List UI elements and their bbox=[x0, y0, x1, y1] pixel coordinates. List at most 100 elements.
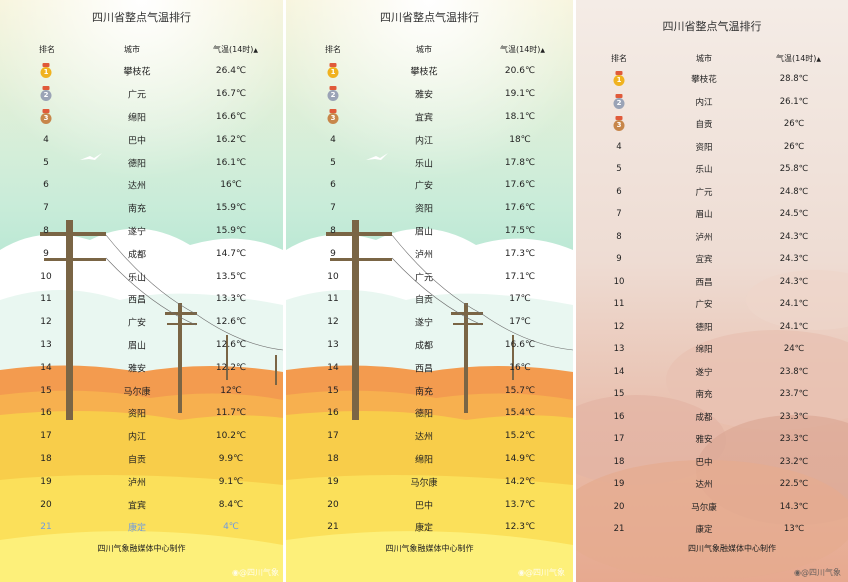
table-row: 7 南充 15.9℃ bbox=[0, 197, 283, 220]
city-cell: 资阳 bbox=[127, 409, 147, 420]
table-row: 17 达州 15.2℃ bbox=[286, 425, 573, 448]
rank-cell: 18 bbox=[40, 453, 52, 464]
city-cell: 达州 bbox=[127, 181, 147, 192]
city-cell: 乐山 bbox=[414, 159, 434, 170]
temp-cell: 4℃ bbox=[223, 522, 239, 533]
rank-cell: 15 bbox=[327, 385, 339, 396]
temp-cell: 15.2℃ bbox=[504, 431, 536, 442]
rank-cell: 12 bbox=[327, 317, 339, 328]
table-row: 5 乐山 25.8℃ bbox=[576, 158, 848, 181]
temp-column-header[interactable]: 气温(14时)▲ bbox=[213, 44, 258, 55]
table-row: 3 自贡 26℃ bbox=[576, 113, 848, 136]
city-cell: 广安 bbox=[127, 318, 147, 329]
table-row: 14 西昌 16℃ bbox=[286, 356, 573, 379]
page-title: 四川省整点气温排行 bbox=[662, 20, 762, 33]
table-row: 15 南充 15.7℃ bbox=[286, 379, 573, 402]
table-header: 排名 城市 气温(14时)▲ bbox=[0, 44, 283, 56]
temp-cell: 15.7℃ bbox=[504, 385, 536, 396]
rank-cell: 10 bbox=[327, 271, 339, 282]
temp-cell: 23.2℃ bbox=[779, 456, 809, 467]
table-row: 16 德阳 15.4℃ bbox=[286, 402, 573, 425]
table-row: 3 宜宾 18.1℃ bbox=[286, 106, 573, 129]
city-cell: 西昌 bbox=[414, 364, 434, 375]
gold-medal-icon: 1 bbox=[327, 63, 340, 79]
table-row: 2 广元 16.7℃ bbox=[0, 83, 283, 106]
city-cell: 雅安 bbox=[695, 435, 713, 446]
temp-cell: 24.3℃ bbox=[779, 276, 809, 287]
table-row: 16 成都 23.3℃ bbox=[576, 406, 848, 429]
table-row: 9 泸州 17.3℃ bbox=[286, 242, 573, 265]
table-row: 11 自贡 17℃ bbox=[286, 288, 573, 311]
city-cell: 成都 bbox=[127, 250, 147, 261]
table-header: 排名 城市 气温(14时)▲ bbox=[576, 53, 848, 65]
temp-cell: 8.4℃ bbox=[218, 499, 244, 510]
temp-cell: 17.5℃ bbox=[504, 225, 536, 236]
table-row: 12 广安 12.6℃ bbox=[0, 311, 283, 334]
watermark: ◉@四川气象 bbox=[518, 568, 565, 577]
city-cell: 绵阳 bbox=[695, 345, 713, 356]
temp-cell: 9.1℃ bbox=[218, 476, 244, 487]
table-row: 16 资阳 11.7℃ bbox=[0, 402, 283, 425]
rank-cell: 6 bbox=[330, 180, 336, 191]
city-cell: 宜宾 bbox=[695, 255, 713, 266]
weibo-icon: ◉ bbox=[232, 568, 239, 577]
rank-cell: 15 bbox=[613, 389, 625, 400]
credit-line: 四川气象融媒体中心制作 bbox=[385, 544, 474, 553]
table-row: 18 自贡 9.9℃ bbox=[0, 448, 283, 471]
rank-cell: 12 bbox=[613, 321, 625, 332]
table-row: 8 泸州 24.3℃ bbox=[576, 226, 848, 249]
temp-cell: 10.2℃ bbox=[215, 431, 247, 442]
city-cell: 巴中 bbox=[414, 501, 434, 512]
city-column-header: 城市 bbox=[416, 45, 432, 54]
table-row: 8 眉山 17.5℃ bbox=[286, 220, 573, 243]
table-row: 19 泸州 9.1℃ bbox=[0, 470, 283, 493]
bronze-medal-icon: 3 bbox=[613, 116, 626, 132]
city-cell: 遂宁 bbox=[695, 367, 713, 378]
city-cell: 康定 bbox=[414, 523, 434, 534]
table-row: 7 资阳 17.6℃ bbox=[286, 197, 573, 220]
temp-cell: 23.7℃ bbox=[779, 389, 809, 400]
city-cell: 泸州 bbox=[695, 232, 713, 243]
city-cell: 巴中 bbox=[695, 457, 713, 468]
rank-cell: 8 bbox=[616, 231, 622, 242]
temp-cell: 24℃ bbox=[783, 344, 805, 355]
temp-column-header[interactable]: 气温(14时)▲ bbox=[776, 53, 821, 64]
rank-cell: 7 bbox=[330, 203, 336, 214]
rank-cell: 6 bbox=[43, 180, 49, 191]
ranking-list: 1 攀枝花 28.8℃ 2 内江 26.1℃ 3 自贡 26℃ 4 资阳 26℃ 5 乐山 25.8℃ 6 广元… bbox=[576, 68, 848, 541]
temp-cell: 19.1℃ bbox=[504, 89, 536, 100]
rank-cell: 20 bbox=[40, 499, 52, 510]
table-row: 11 西昌 13.3℃ bbox=[0, 288, 283, 311]
table-row: 8 遂宁 15.9℃ bbox=[0, 220, 283, 243]
city-cell: 达州 bbox=[414, 432, 434, 443]
city-cell: 泸州 bbox=[127, 478, 147, 489]
rank-cell: 11 bbox=[327, 294, 339, 305]
city-cell: 自贡 bbox=[695, 120, 713, 131]
temp-cell: 24.1℃ bbox=[779, 299, 809, 310]
temp-cell: 16.6℃ bbox=[504, 339, 536, 350]
temp-column-header[interactable]: 气温(14时)▲ bbox=[500, 44, 545, 55]
rank-cell: 19 bbox=[40, 476, 52, 487]
table-row: 14 雅安 12.2℃ bbox=[0, 356, 283, 379]
city-cell: 自贡 bbox=[414, 295, 434, 306]
credit-line: 四川气象融媒体中心制作 bbox=[688, 544, 776, 553]
table-row: 3 绵阳 16.6℃ bbox=[0, 106, 283, 129]
rank-cell: 5 bbox=[616, 164, 622, 175]
temp-cell: 13.7℃ bbox=[504, 499, 536, 510]
temp-cell: 16℃ bbox=[220, 180, 242, 191]
temp-cell: 14.2℃ bbox=[504, 476, 536, 487]
rank-cell: 11 bbox=[613, 299, 625, 310]
city-cell: 泸州 bbox=[414, 250, 434, 261]
temp-cell: 23.3℃ bbox=[779, 434, 809, 445]
bronze-medal-icon: 3 bbox=[40, 108, 53, 125]
page-title: 四川省整点气温排行 bbox=[380, 11, 479, 24]
table-row: 5 德阳 16.1℃ bbox=[0, 151, 283, 174]
city-cell: 自贡 bbox=[127, 455, 147, 466]
city-cell: 南充 bbox=[127, 204, 147, 215]
rank-cell: 21 bbox=[327, 522, 339, 533]
temp-cell: 23.3℃ bbox=[779, 411, 809, 422]
table-row: 19 马尔康 14.2℃ bbox=[286, 470, 573, 493]
city-cell: 马尔康 bbox=[691, 502, 717, 513]
table-row: 15 南充 23.7℃ bbox=[576, 383, 848, 406]
temp-cell: 26.1℃ bbox=[779, 96, 809, 107]
